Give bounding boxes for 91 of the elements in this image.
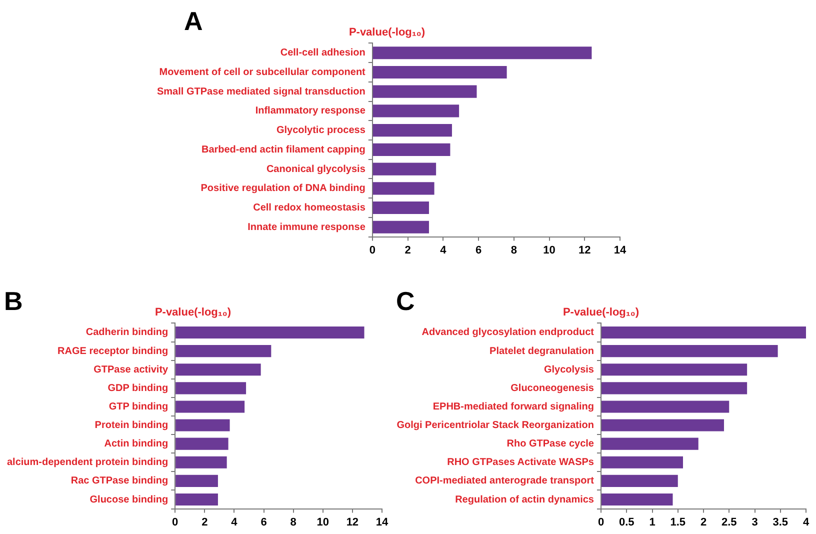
y-tick-label: Golgi Pericentriolar Stack Reorganization bbox=[396, 420, 594, 432]
y-tick-label: Rac GTPase binding bbox=[70, 476, 168, 487]
x-tick-label: 0.5 bbox=[618, 516, 634, 528]
y-tick-label: Regulation of actin dynamics bbox=[455, 494, 594, 506]
y-tick-label: Inflammatory response bbox=[255, 106, 366, 117]
bar bbox=[372, 143, 450, 156]
text: A bbox=[184, 6, 203, 37]
bar bbox=[372, 220, 429, 234]
y-tick-label: Rho GTPase cycle bbox=[506, 438, 594, 450]
bar bbox=[176, 438, 228, 450]
x-tick-label: 6 bbox=[260, 516, 267, 528]
chart-title: P-value(-log₁₀) bbox=[154, 306, 232, 319]
bar bbox=[176, 326, 364, 339]
y-tick-label: Glycolytic process bbox=[276, 125, 366, 136]
bar bbox=[372, 124, 452, 137]
bar bbox=[372, 85, 477, 98]
y-tick-label: Positive regulation of DNA binding bbox=[200, 183, 366, 194]
x-tick-label: 2 bbox=[202, 516, 208, 528]
x-tick-label: 1.5 bbox=[670, 516, 686, 528]
bar bbox=[176, 364, 261, 376]
y-tick-label: Cell-cell adhesion bbox=[280, 48, 366, 59]
y-tick-label: Cell redox homeostasis bbox=[253, 202, 366, 214]
y-tick-label: COPI-mediated anterograde transport bbox=[415, 476, 595, 487]
x-tick-label: 3.5 bbox=[772, 516, 788, 528]
text: C bbox=[396, 286, 415, 317]
bar bbox=[372, 66, 507, 79]
y-tick-label: GDP binding bbox=[108, 382, 168, 394]
text: B bbox=[4, 286, 23, 317]
y-tick-label: Glycolysis bbox=[544, 364, 594, 376]
x-tick-label: 4 bbox=[440, 244, 448, 256]
x-tick-label: 6 bbox=[475, 244, 482, 256]
x-tick-label: 14 bbox=[376, 516, 389, 528]
x-tick-label: 2 bbox=[404, 244, 411, 256]
x-tick-label: 4 bbox=[231, 516, 238, 528]
bar bbox=[176, 345, 272, 358]
bar bbox=[602, 364, 748, 376]
bar bbox=[372, 104, 460, 118]
x-tick-label: 0 bbox=[598, 516, 604, 528]
y-tick-label: Advanced glycosylation endproduct bbox=[422, 327, 595, 338]
y-tick-label: EPHB-mediated forward signaling bbox=[432, 401, 594, 412]
bar bbox=[176, 474, 218, 487]
y-tick-label: Cadherin binding bbox=[86, 327, 168, 338]
bar bbox=[372, 46, 592, 60]
y-tick-label: Innate immune response bbox=[248, 222, 366, 233]
bar bbox=[372, 162, 436, 176]
y-tick-label: alcium-dependent protein binding bbox=[7, 457, 168, 468]
y-tick-label: Protein binding bbox=[94, 420, 168, 432]
y-tick-label: GTP binding bbox=[108, 401, 168, 412]
bar bbox=[176, 456, 227, 468]
x-tick-label: 0 bbox=[172, 516, 178, 528]
y-tick-label: Canonical glycolysis bbox=[266, 164, 366, 175]
bar bbox=[602, 326, 806, 339]
x-tick-label: 8 bbox=[510, 244, 517, 256]
bar bbox=[602, 419, 724, 432]
y-tick-label: Glucose binding bbox=[90, 494, 168, 506]
y-tick-label: RHO GTPases Activate WASPs bbox=[447, 457, 594, 468]
x-tick-label: 12 bbox=[578, 244, 591, 256]
x-tick-label: 12 bbox=[346, 516, 359, 528]
bar bbox=[176, 400, 245, 413]
y-tick-label: Platelet degranulation bbox=[490, 346, 594, 357]
x-tick-label: 3 bbox=[752, 516, 758, 528]
bar bbox=[602, 474, 678, 487]
y-tick-label: Barbed-end actin filament capping bbox=[201, 144, 366, 156]
x-tick-label: 10 bbox=[316, 516, 330, 528]
x-tick-label: 1 bbox=[649, 516, 656, 528]
bar bbox=[176, 382, 246, 394]
bar bbox=[176, 419, 230, 432]
bar bbox=[602, 345, 778, 358]
y-tick-label: Small GTPase mediated signal transduction bbox=[157, 86, 366, 98]
bar bbox=[602, 438, 698, 450]
bar bbox=[602, 493, 673, 506]
x-tick-label: 2.5 bbox=[721, 516, 737, 528]
bar bbox=[602, 456, 683, 468]
bar bbox=[602, 400, 730, 413]
x-tick-label: 14 bbox=[614, 244, 627, 256]
y-tick-label: GTPase activity bbox=[94, 364, 169, 376]
x-tick-label: 10 bbox=[543, 244, 556, 256]
chart-title: P-value(-log₁₀) bbox=[562, 306, 640, 319]
x-tick-label: 2 bbox=[700, 516, 707, 528]
bar bbox=[372, 201, 429, 214]
x-tick-label: 8 bbox=[290, 516, 296, 528]
y-tick-label: Gluconeogenesis bbox=[510, 382, 594, 394]
y-tick-label: RAGE receptor binding bbox=[58, 346, 168, 357]
x-tick-label: 0 bbox=[369, 244, 376, 256]
bar bbox=[372, 182, 434, 195]
y-tick-label: Actin binding bbox=[104, 438, 168, 450]
x-tick-label: 4 bbox=[802, 516, 810, 528]
chart-title: P-value(-log₁₀) bbox=[348, 26, 426, 39]
y-tick-label: Movement of cell or subcellular component bbox=[159, 66, 366, 78]
bar bbox=[602, 382, 748, 394]
bar bbox=[176, 493, 218, 506]
